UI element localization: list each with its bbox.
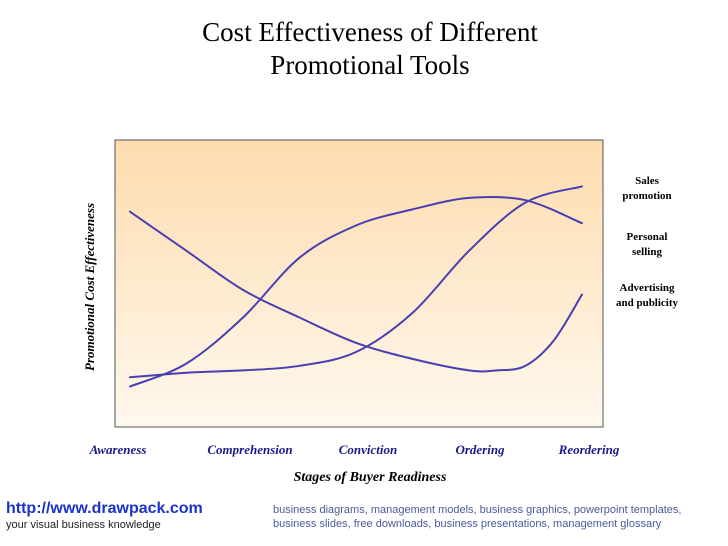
legend-sales-promotion-line-1: Sales <box>635 175 659 187</box>
x-axis-label: Stages of Buyer Readiness <box>293 470 447 485</box>
footer-url-link[interactable]: http://www.drawpack.com <box>6 500 203 517</box>
legend-personal-selling-line-1: Personal <box>626 231 668 243</box>
legend-advertising-line-2: and publicity <box>615 297 679 309</box>
footer-keywords: business diagrams, management models, bu… <box>273 504 682 530</box>
x-tick-conviction: Conviction <box>338 442 398 457</box>
legend-personal-selling-line-2: selling <box>632 246 662 258</box>
chart-title-line-1: Cost Effectiveness of Different <box>202 17 538 47</box>
x-tick-reordering: Reordering <box>558 442 620 457</box>
legend-advertising-publicity: Advertising and publicity <box>597 281 697 311</box>
legend-sales-promotion: Sales promotion <box>597 174 697 204</box>
chart-title: Cost Effectiveness of Different Promotio… <box>90 16 650 82</box>
x-tick-comprehension: Comprehension <box>207 442 293 457</box>
x-tick-awareness: Awareness <box>89 442 147 457</box>
series-layer <box>129 185 583 388</box>
series-line-personal-selling <box>129 195 583 388</box>
plot-area <box>114 139 604 428</box>
x-tick-ordering: Ordering <box>455 442 505 457</box>
series-line-advertising-publicity <box>129 210 583 373</box>
chart-title-line-2: Promotional Tools <box>270 50 470 80</box>
series-line-sales-promotion <box>129 185 583 379</box>
legend-sales-promotion-line-2: promotion <box>622 190 672 202</box>
legend-personal-selling: Personal selling <box>597 230 697 260</box>
y-axis-label: Promotional Cost Effectiveness <box>82 202 97 372</box>
footer-tagline: your visual business knowledge <box>6 519 161 531</box>
legend-advertising-line-1: Advertising <box>619 282 675 294</box>
